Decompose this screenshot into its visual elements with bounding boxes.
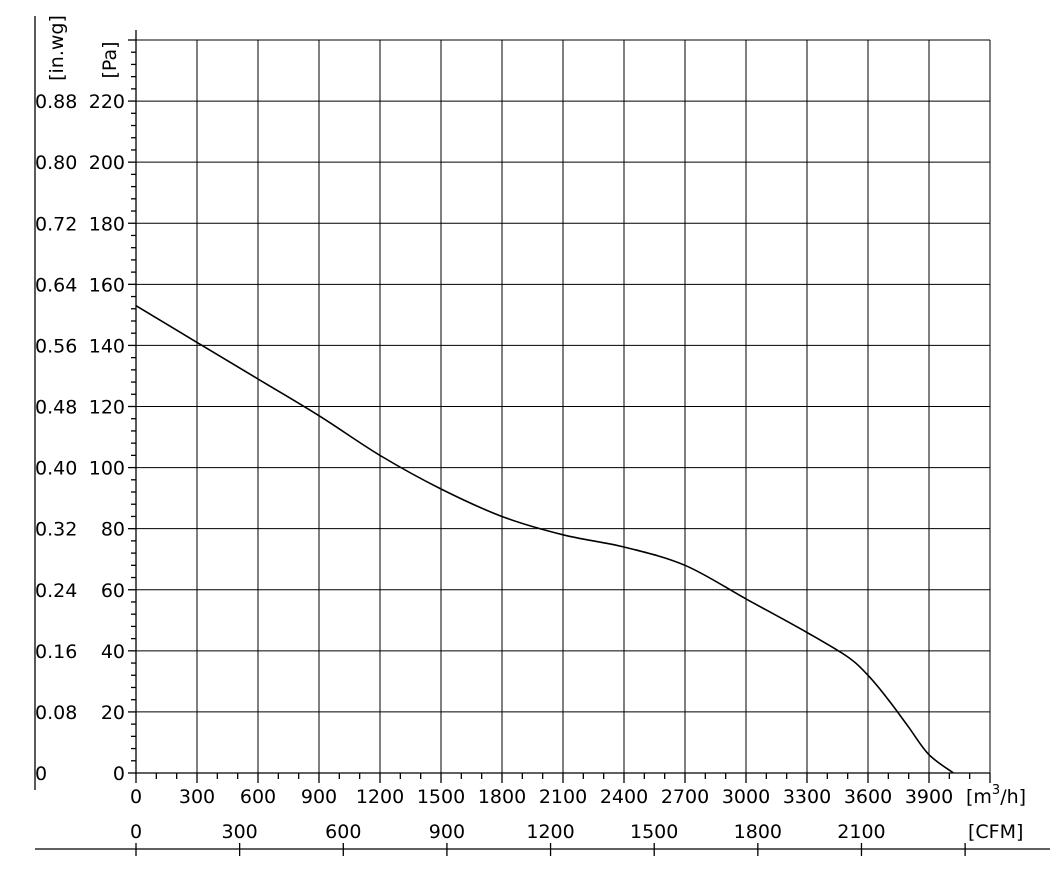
x-tick-label: 600	[240, 786, 276, 808]
x-secondary-tick-label: 1500	[630, 821, 678, 843]
x-secondary-tick-label: 600	[325, 821, 361, 843]
x-secondary-tick-label: 1800	[734, 821, 782, 843]
y-secondary-tick-label: 0.56	[35, 335, 77, 357]
y-secondary-tick-label: 0.48	[35, 397, 77, 419]
y-secondary-tick-label: 0.40	[35, 458, 77, 480]
x-secondary-tick-label: 900	[429, 821, 465, 843]
x-tick-label: 1800	[478, 786, 526, 808]
y-secondary-tick-label: 0.24	[35, 580, 77, 602]
x-tick-label: 2700	[661, 786, 709, 808]
x-tick-label: 0	[130, 786, 142, 808]
y-secondary-tick-label: 0.80	[35, 152, 77, 174]
x-tick-label: 3900	[905, 786, 953, 808]
y-secondary-tick-label: 0	[35, 763, 47, 785]
x-secondary-tick-label: 2100	[837, 821, 885, 843]
y-tick-label: 200	[89, 152, 125, 174]
y-secondary-tick-label: 0.16	[35, 641, 77, 663]
y-secondary-axis-title: [in.wg]	[46, 15, 68, 81]
series-line	[136, 306, 953, 773]
y-secondary-tick-label: 0.72	[35, 213, 77, 235]
x-tick-label: 900	[301, 786, 337, 808]
x-tick-label: 300	[179, 786, 215, 808]
series-layer	[136, 306, 954, 773]
x-secondary-tick-label: 0	[130, 821, 142, 843]
y-tick-label: 120	[89, 397, 125, 419]
x-tick-label: 1500	[417, 786, 465, 808]
x-tick-label: 3000	[722, 786, 770, 808]
y-secondary-tick-label: 0.32	[35, 519, 77, 541]
y-tick-label: 60	[101, 580, 125, 602]
y-secondary-tick-label: 0.08	[35, 702, 77, 724]
x-tick-label: 1200	[356, 786, 404, 808]
x-axis-title-main: [m	[966, 786, 992, 808]
y-tick-label: 80	[101, 519, 125, 541]
y-tick-label: 20	[101, 702, 125, 724]
x-secondary-tick-label: 300	[222, 821, 258, 843]
y-secondary-tick-label: 0.88	[35, 91, 77, 113]
x-tick-label: 3600	[844, 786, 892, 808]
y-secondary-tick-label: 0.64	[35, 274, 77, 296]
y-tick-label: 0	[113, 763, 125, 785]
y-tick-label: 40	[101, 641, 125, 663]
x-secondary-tick-label: 1200	[526, 821, 574, 843]
x-secondary-axis-title: [CFM]	[968, 821, 1023, 843]
x-tick-label: 2100	[539, 786, 587, 808]
x-tick-label: 2400	[600, 786, 648, 808]
y-tick-label: 180	[89, 213, 125, 235]
y-tick-label: 100	[89, 458, 125, 480]
y-tick-label: 140	[89, 335, 125, 357]
x-axis-title: [m3/h]	[966, 783, 1026, 808]
y-tick-label: 220	[89, 91, 125, 113]
grid-layer	[136, 40, 990, 773]
x-axis-title-superscript: 3	[992, 783, 1000, 798]
x-tick-label: 3300	[783, 786, 831, 808]
x-axis-title-end: /h]	[1000, 786, 1026, 808]
y-axis-title: [Pa]	[99, 41, 121, 78]
axis-layer	[35, 16, 1050, 856]
label-layer: 0 20 40 60 80 100 120 140 160 180 200 220 0 0.08 0.16 0…	[35, 15, 1026, 843]
y-tick-label: 160	[89, 274, 125, 296]
